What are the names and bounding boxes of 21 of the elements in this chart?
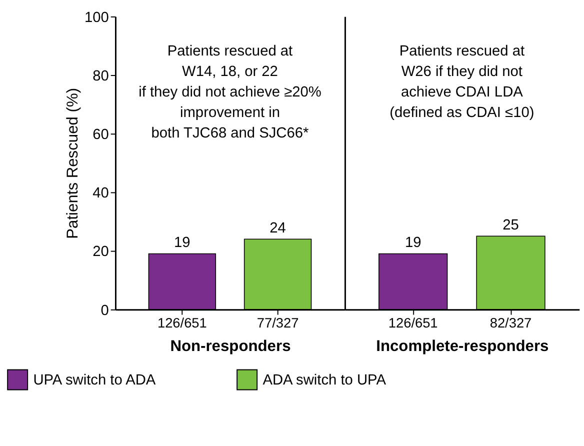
x-tick-label: 126/651 xyxy=(157,315,207,330)
x-axis-title: Non-responders xyxy=(170,338,292,355)
y-tick-label: 60 xyxy=(92,126,109,143)
y-tick-label: 20 xyxy=(92,244,109,260)
x-tick-label: 82/327 xyxy=(490,315,532,330)
y-tick-label: 100 xyxy=(84,10,109,26)
x-axis-title: Incomplete-responders xyxy=(376,338,550,355)
data-label: 19 xyxy=(174,234,190,251)
annotation: Patients rescued at W14, 18, or 22 if they did not achieve ≥20% improvement in both TJC68 and SJC66* xyxy=(138,43,322,142)
y-tick-label: 40 xyxy=(92,186,109,202)
legend-label: UPA switch to ADA xyxy=(33,372,156,389)
annotation: Patients rescued at W26 if they did not achieve CDAI LDA (defined as CDAI ≤10) xyxy=(390,43,534,122)
data-label: 19 xyxy=(404,234,422,251)
data-label: 25 xyxy=(502,217,519,234)
y-tick-label: 80 xyxy=(92,68,109,84)
y-tick-label: 0 xyxy=(100,302,109,319)
y-axis-title: Patients Rescued (%) xyxy=(64,88,82,239)
x-tick-label: 77/327 xyxy=(256,315,299,330)
data-label: 24 xyxy=(270,220,286,236)
x-tick-label: 126/651 xyxy=(388,315,438,330)
legend-label: ADA switch to UPA xyxy=(262,372,386,389)
